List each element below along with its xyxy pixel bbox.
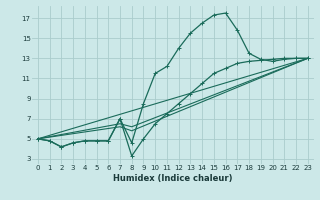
X-axis label: Humidex (Indice chaleur): Humidex (Indice chaleur) bbox=[113, 174, 233, 183]
